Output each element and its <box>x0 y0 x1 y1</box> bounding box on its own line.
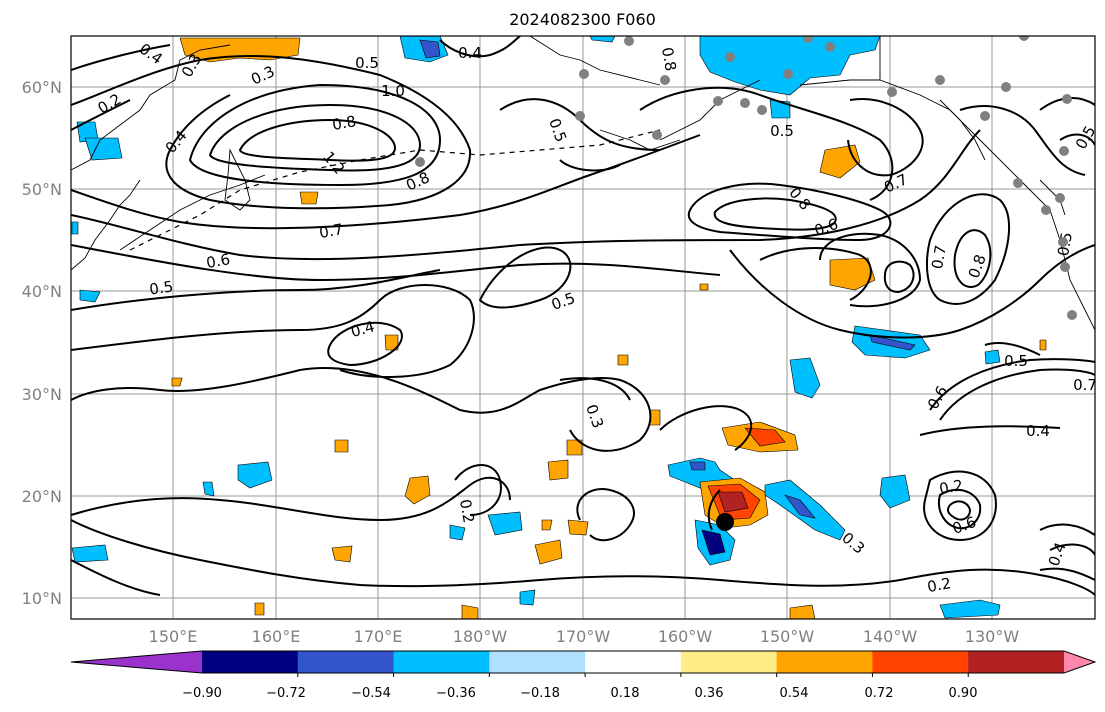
contour-label: 0.2 <box>926 574 953 596</box>
colorbar-tick-labels: −0.90 −0.72 −0.54 −0.36 −0.18 0.18 0.36 … <box>182 686 977 701</box>
contour-label: 0.5 <box>355 54 379 72</box>
colorbar-tick-label: 0.36 <box>695 686 724 701</box>
lat-label: 40°N <box>22 282 62 301</box>
colorbar-tick-label: 0.72 <box>865 686 894 701</box>
contour-label: 0.6 <box>205 250 232 272</box>
lon-label: 160°E <box>252 627 301 646</box>
contour-label: 0.5 <box>1004 352 1028 370</box>
colorbar-tick-label: −0.54 <box>351 686 391 701</box>
colorbar-segment <box>776 651 873 673</box>
colorbar-segment <box>585 651 682 673</box>
contour-label: 0.7 <box>318 220 345 242</box>
boundary-dashed <box>129 129 661 251</box>
colorbar-tick-label: −0.90 <box>182 686 222 701</box>
colorbar-tick-label: −0.36 <box>436 686 476 701</box>
chart-title: 2024082300 F060 <box>509 10 656 29</box>
colorbar-tick-label: −0.18 <box>520 686 560 701</box>
colorbar-segment <box>489 651 586 673</box>
colorbar-segment <box>680 651 778 673</box>
colorbar-segment <box>297 651 395 673</box>
contour-label: 0.2 <box>456 498 478 525</box>
longitude-labels: 150°E 160°E 170°E 180°W 170°W 160°W 150°… <box>149 627 1020 646</box>
contour-label: 0.4 <box>1026 422 1050 440</box>
lat-label: 30°N <box>22 385 62 404</box>
contour-label: 0.8 <box>331 112 358 134</box>
colorbar-segment <box>872 651 969 673</box>
colorbar-tick-label: 0.90 <box>949 686 978 701</box>
contour-label: 0.7 <box>1073 376 1097 394</box>
contour-label: 0.4 <box>349 317 377 341</box>
lat-label: 50°N <box>22 180 62 199</box>
colorbar-outline <box>70 650 1097 674</box>
lat-label: 20°N <box>22 487 62 506</box>
lon-label: 140°W <box>863 627 918 646</box>
contour-label: 0.2 <box>938 476 965 498</box>
colorbar <box>70 650 1097 677</box>
lon-label: 170°W <box>556 627 611 646</box>
map-border <box>70 35 1096 620</box>
colorbar-tick-label: −0.72 <box>266 686 306 701</box>
contour-label: 0.5 <box>770 122 794 140</box>
lon-label: 150°E <box>149 627 198 646</box>
colorbar-segment <box>968 651 1065 673</box>
graticule <box>71 36 1095 619</box>
latitude-labels: 60°N 50°N 40°N 30°N 20°N 10°N <box>22 78 62 608</box>
colorbar-tick-label: 0.54 <box>780 686 809 701</box>
colorbar-extend-high <box>1064 651 1095 673</box>
contour-lines <box>71 36 1095 596</box>
contour-label: 0.8 <box>658 46 680 73</box>
contour-label: 0.5 <box>148 277 174 298</box>
lon-label: 160°W <box>658 627 713 646</box>
shaded-fields <box>71 36 1047 619</box>
coastlines <box>71 36 1095 331</box>
contour-label: 0.7 <box>928 244 950 271</box>
colorbar-tick-label: 0.18 <box>611 686 640 701</box>
contour-label: 1.0 <box>381 82 405 100</box>
contour-label: 0.4 <box>458 44 482 62</box>
colorbar-segment <box>202 651 299 673</box>
station-markers <box>415 36 1077 320</box>
colorbar-segment <box>393 651 490 673</box>
lat-label: 10°N <box>22 589 62 608</box>
lon-label: 150°W <box>760 627 815 646</box>
colorbar-extend-low <box>71 651 202 673</box>
lat-label: 60°N <box>22 78 62 97</box>
lon-label: 170°E <box>354 627 403 646</box>
storm-center-marker <box>716 513 734 531</box>
lon-label: 180°W <box>453 627 508 646</box>
lon-label: 130°W <box>965 627 1020 646</box>
